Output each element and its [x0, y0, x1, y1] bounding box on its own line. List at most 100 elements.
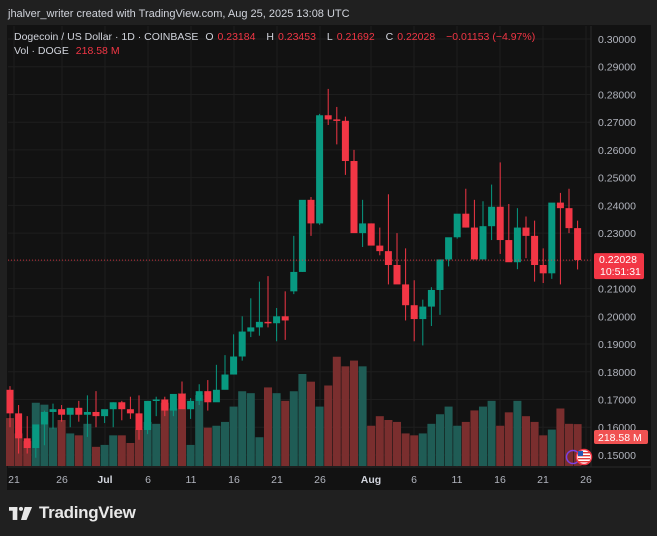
candle[interactable]	[410, 280, 418, 342]
candle[interactable]	[427, 287, 435, 327]
economic-event-flag-icon[interactable]	[565, 448, 593, 466]
volume-bar	[479, 406, 487, 466]
candle[interactable]	[436, 259, 444, 315]
price-axis-label: 0.23000	[598, 228, 636, 240]
candle[interactable]	[152, 396, 160, 417]
candle[interactable]	[574, 220, 582, 270]
candle[interactable]	[230, 334, 238, 375]
candle[interactable]	[384, 194, 392, 285]
volume-bar	[92, 446, 100, 466]
candle[interactable]	[341, 116, 349, 175]
volume-bar	[246, 393, 255, 466]
volume-bar	[358, 366, 367, 466]
volume-bar	[169, 408, 178, 466]
volume-bar	[298, 374, 307, 466]
candle[interactable]	[531, 220, 539, 282]
candle[interactable]	[513, 208, 521, 270]
candle[interactable]	[144, 400, 152, 435]
candle[interactable]	[83, 395, 91, 437]
candle[interactable]	[496, 162, 504, 254]
candle[interactable]	[298, 199, 306, 272]
time-axis-label: 6	[145, 474, 151, 486]
candle[interactable]	[419, 299, 427, 346]
candle[interactable]	[479, 201, 487, 260]
candle[interactable]	[255, 281, 263, 336]
candle[interactable]	[101, 409, 109, 424]
candle[interactable]	[75, 400, 83, 422]
symbol-title[interactable]: Dogecoin / US Dollar · 1D · COINBASE	[14, 31, 199, 43]
tradingview-logo-icon	[9, 506, 33, 520]
volume-label[interactable]: Vol · DOGE	[14, 45, 69, 57]
volume-bar	[418, 433, 427, 466]
volume-bar	[522, 416, 530, 466]
candle[interactable]	[281, 291, 289, 340]
candle[interactable]	[109, 402, 117, 428]
candle[interactable]	[350, 149, 358, 234]
candle[interactable]	[333, 106, 341, 145]
candle[interactable]	[118, 400, 126, 421]
candle[interactable]	[161, 396, 169, 417]
candle[interactable]	[539, 248, 547, 284]
volume-bar	[324, 385, 333, 466]
volume-bar	[195, 395, 204, 466]
candle[interactable]	[445, 237, 453, 267]
price-axis-label: 0.24000	[598, 200, 636, 212]
candle[interactable]	[40, 410, 48, 446]
candle[interactable]	[221, 355, 229, 390]
volume-bar	[565, 423, 573, 466]
candle[interactable]	[66, 407, 74, 428]
volume-bar	[212, 425, 221, 466]
candle[interactable]	[367, 223, 375, 246]
candle[interactable]	[58, 405, 66, 422]
candle[interactable]	[462, 188, 470, 228]
candle[interactable]	[212, 364, 220, 403]
time-axis-label: 26	[56, 474, 68, 486]
candle[interactable]	[187, 398, 195, 419]
candle[interactable]	[247, 298, 255, 338]
svg-text:0.22028: 0.22028	[599, 254, 637, 266]
candle[interactable]	[316, 113, 324, 225]
candle[interactable]	[556, 192, 564, 285]
candle[interactable]	[324, 88, 332, 125]
price-axis-label: 0.28000	[598, 89, 636, 101]
candle[interactable]	[32, 424, 40, 458]
candle[interactable]	[6, 386, 14, 428]
candle[interactable]	[453, 213, 461, 239]
candle[interactable]	[393, 233, 401, 285]
candle[interactable]	[307, 197, 315, 236]
time-axis-label: 21	[537, 474, 549, 486]
candle[interactable]	[376, 227, 384, 256]
candle[interactable]	[49, 403, 57, 429]
candle[interactable]	[470, 199, 478, 260]
candle[interactable]	[290, 235, 298, 295]
candle[interactable]	[359, 199, 367, 247]
open-value: 0.23184	[217, 31, 256, 43]
candle[interactable]	[273, 307, 281, 342]
candle[interactable]	[23, 416, 31, 454]
candle[interactable]	[402, 248, 410, 321]
candle[interactable]	[195, 384, 203, 406]
volume-bar	[341, 366, 350, 466]
candle[interactable]	[169, 393, 177, 417]
candle[interactable]	[15, 405, 23, 454]
time-axis-label: 16	[228, 474, 240, 486]
candle[interactable]	[178, 381, 186, 410]
candle[interactable]	[264, 276, 272, 328]
candle[interactable]	[548, 202, 556, 279]
volume-bar	[135, 429, 143, 466]
volume-badge	[594, 430, 648, 444]
candle[interactable]	[126, 396, 134, 419]
volume-bar	[504, 412, 513, 466]
candle[interactable]	[522, 216, 530, 259]
price-axis-label: 0.25000	[598, 173, 636, 185]
candle[interactable]	[92, 391, 100, 428]
candle[interactable]	[565, 188, 573, 234]
candle[interactable]	[505, 203, 513, 263]
candle[interactable]	[204, 380, 212, 411]
volume-bar	[126, 443, 135, 466]
volume-bar	[307, 381, 315, 466]
candle[interactable]	[238, 316, 246, 361]
candle[interactable]	[488, 184, 496, 241]
candle[interactable]	[135, 395, 143, 440]
